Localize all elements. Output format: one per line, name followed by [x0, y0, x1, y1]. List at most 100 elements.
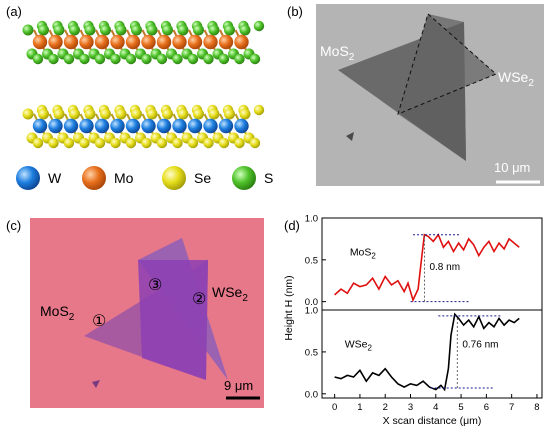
metal-atom — [172, 34, 187, 50]
wse2-outline — [397, 13, 497, 115]
chalcogen-atom — [203, 137, 214, 149]
chalcogen-atom — [141, 53, 152, 65]
chalcogen-atom — [203, 53, 214, 65]
chalcogen-atom — [162, 24, 173, 36]
metal-atom — [110, 118, 125, 134]
sem-mos2-label: MoS2 — [320, 43, 355, 63]
chalcogen-atom — [187, 53, 199, 65]
chalcogen-atom — [48, 53, 59, 65]
metal-atom — [63, 34, 79, 50]
crystal-structure-illustration — [22, 20, 265, 149]
region-1-marker: ① — [92, 313, 106, 330]
chalcogen-atom — [141, 137, 152, 149]
atom-legend: W Mo Se S — [14, 164, 284, 194]
chalcogen-atom — [100, 108, 111, 120]
chalcogen-atom — [22, 24, 34, 36]
chalcogen-atom — [177, 108, 189, 120]
metal-atom — [172, 118, 187, 134]
x-tick-label: 0 — [332, 402, 337, 413]
metal-atom — [156, 34, 172, 50]
chalcogen-atom — [234, 137, 245, 149]
se-atom-icon — [162, 166, 186, 190]
metal-atom — [110, 34, 125, 50]
chalcogen-atom — [32, 137, 44, 149]
metal-atom — [218, 118, 234, 134]
metal-atom — [94, 118, 110, 134]
chalcogen-atom — [38, 108, 49, 120]
small-particle — [346, 132, 354, 141]
chalcogen-atom — [84, 108, 96, 120]
chalcogen-atom — [84, 24, 96, 36]
chalcogen-atom — [208, 24, 220, 36]
region-3-marker: ③ — [148, 277, 162, 294]
optical-scale-label: 9 μm — [224, 378, 253, 393]
chalcogen-atom — [125, 137, 137, 149]
legend-item-w: W — [14, 164, 61, 192]
mos2-monolayer-model — [22, 20, 265, 65]
sem-wse2-label: WSe2 — [498, 69, 534, 89]
panel-b-label: (b) — [287, 4, 303, 19]
chalcogen-atom — [239, 24, 251, 36]
x-tick-label: 8 — [534, 402, 539, 413]
chalcogen-atom — [63, 53, 75, 65]
chalcogen-atom — [239, 108, 251, 120]
optical-overlap-region — [138, 260, 208, 380]
wse2-height-trace — [334, 312, 520, 392]
chalcogen-atom — [79, 137, 90, 149]
optical-particle — [92, 380, 100, 388]
metal-atom — [156, 118, 172, 134]
metal-atom — [234, 34, 249, 50]
metal-atom — [63, 118, 79, 134]
chalcogen-atom — [156, 53, 168, 65]
chalcogen-atom — [172, 137, 183, 149]
x-tick-label: 7 — [509, 402, 514, 413]
optical-wse2-label: WSe2 — [212, 284, 248, 304]
bottom-y-tick-label: 0.5 — [305, 347, 318, 358]
chalcogen-atom — [193, 108, 204, 120]
s-atom-icon — [232, 166, 256, 190]
chalcogen-atom — [218, 53, 230, 65]
bottom-y-tick-label: 0.0 — [305, 389, 318, 400]
region-2-marker: ② — [192, 291, 206, 308]
metal-atom — [48, 34, 63, 50]
chalcogen-atom — [249, 53, 261, 65]
chalcogen-atom — [162, 108, 173, 120]
metal-atom — [203, 34, 218, 50]
afm-height-profile-chart: 0.00.51.00.00.51.00 1 2 3 4 5 6 7 8X scan distan… — [283, 214, 543, 427]
x-tick-label: 2 — [383, 402, 388, 413]
top-step-height-label: 0.8 nm — [429, 262, 460, 273]
chalcogen-atom — [249, 137, 261, 149]
metal-atom — [32, 118, 48, 134]
chalcogen-atom — [234, 53, 245, 65]
chalcogen-atom — [253, 20, 265, 32]
mo-atom-icon — [82, 166, 106, 190]
metal-atom — [125, 118, 141, 134]
chalcogen-atom — [110, 53, 121, 65]
top-y-tick-label: 0.5 — [305, 255, 318, 266]
chalcogen-atom — [22, 108, 34, 120]
chalcogen-atom — [94, 137, 106, 149]
chalcogen-atom — [94, 53, 106, 65]
chalcogen-atom — [53, 108, 65, 120]
legend-item-se: Se — [160, 164, 211, 192]
w-atom-icon — [16, 166, 40, 190]
chalcogen-atom — [115, 24, 127, 36]
chalcogen-atom — [156, 137, 168, 149]
chalcogen-atom — [146, 24, 158, 36]
metal-atom — [203, 118, 218, 134]
chalcogen-atom — [172, 53, 183, 65]
x-tick-label: 3 — [408, 402, 413, 413]
chalcogen-atom — [208, 108, 220, 120]
chalcogen-atom — [100, 24, 111, 36]
legend-item-mo: Mo — [80, 164, 133, 192]
chalcogen-atom — [224, 24, 235, 36]
chalcogen-atom — [131, 24, 142, 36]
optical-image: MoS2 WSe2 ① ② ③ 9 μm — [30, 218, 264, 408]
chalcogen-atom — [79, 53, 90, 65]
bottom-plot-frame — [321, 309, 543, 399]
wse2-monolayer-model — [22, 104, 265, 149]
chalcogen-atom — [146, 108, 158, 120]
chalcogen-atom — [224, 108, 235, 120]
chalcogen-atom — [193, 24, 204, 36]
x-tick-label: 5 — [458, 402, 463, 413]
